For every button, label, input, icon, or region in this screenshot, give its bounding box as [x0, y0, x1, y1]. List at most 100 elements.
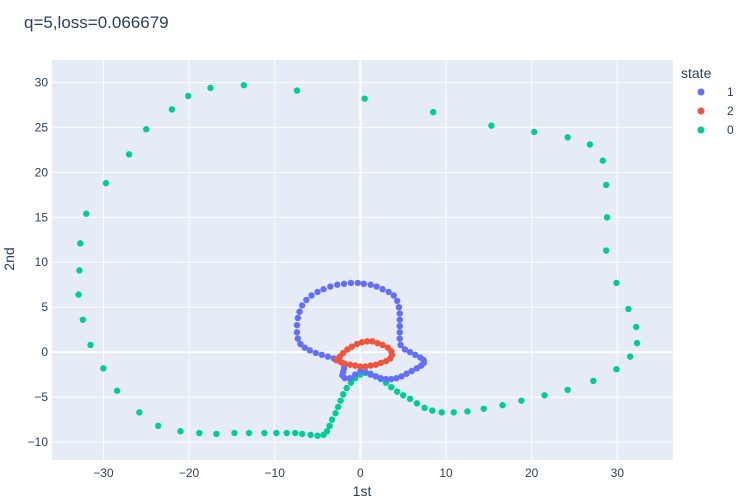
data-point[interactable]: [294, 314, 302, 322]
data-point[interactable]: [613, 366, 620, 373]
data-point[interactable]: [499, 401, 506, 409]
legend-item-0[interactable]: 0: [697, 123, 735, 137]
data-point[interactable]: [79, 316, 87, 323]
data-point[interactable]: [261, 429, 268, 437]
data-point[interactable]: [362, 363, 369, 370]
data-point[interactable]: [312, 349, 320, 357]
data-point[interactable]: [314, 288, 321, 296]
legend-item-1[interactable]: 1: [697, 85, 735, 99]
data-point[interactable]: [341, 375, 349, 382]
data-point[interactable]: [396, 310, 403, 317]
data-point[interactable]: [367, 371, 374, 378]
data-point[interactable]: [240, 81, 248, 89]
data-point[interactable]: [399, 392, 407, 399]
data-point[interactable]: [488, 122, 495, 129]
data-point[interactable]: [367, 362, 374, 369]
data-point[interactable]: [480, 405, 487, 412]
data-point[interactable]: [632, 323, 640, 331]
data-point[interactable]: [296, 308, 303, 315]
data-point[interactable]: [320, 286, 327, 293]
data-point[interactable]: [357, 367, 364, 375]
data-point[interactable]: [379, 341, 386, 349]
data-point[interactable]: [306, 347, 314, 354]
data-point[interactable]: [395, 303, 403, 311]
data-point[interactable]: [328, 416, 336, 423]
data-point[interactable]: [429, 108, 437, 116]
data-point[interactable]: [379, 286, 386, 293]
data-point[interactable]: [298, 430, 306, 438]
data-point[interactable]: [626, 353, 634, 360]
data-point[interactable]: [100, 365, 107, 372]
data-point[interactable]: [382, 375, 390, 383]
data-point[interactable]: [421, 404, 428, 412]
data-point[interactable]: [625, 305, 632, 313]
data-point[interactable]: [364, 338, 371, 345]
data-point[interactable]: [403, 370, 410, 377]
data-point[interactable]: [586, 141, 594, 148]
data-point[interactable]: [385, 288, 392, 296]
data-point[interactable]: [75, 291, 82, 298]
data-point[interactable]: [245, 429, 253, 437]
legend[interactable]: state 1 2 0: [681, 65, 734, 137]
data-point[interactable]: [314, 432, 321, 439]
data-point[interactable]: [292, 429, 299, 437]
data-point[interactable]: [531, 128, 538, 136]
data-point[interactable]: [398, 373, 405, 380]
data-point[interactable]: [633, 339, 641, 347]
data-point[interactable]: [393, 375, 400, 382]
data-point[interactable]: [340, 391, 347, 398]
data-point[interactable]: [613, 279, 620, 287]
data-point[interactable]: [393, 297, 401, 305]
data-point[interactable]: [231, 429, 238, 437]
data-point[interactable]: [143, 126, 150, 133]
data-point[interactable]: [413, 400, 421, 407]
data-point[interactable]: [283, 429, 290, 437]
data-point[interactable]: [450, 409, 457, 416]
data-point[interactable]: [396, 329, 403, 336]
data-point[interactable]: [369, 338, 376, 345]
data-point[interactable]: [343, 384, 350, 392]
data-point[interactable]: [406, 395, 414, 403]
data-point[interactable]: [293, 87, 301, 94]
data-point[interactable]: [564, 134, 571, 141]
data-point[interactable]: [337, 358, 344, 366]
data-point[interactable]: [168, 106, 176, 113]
data-point[interactable]: [207, 84, 214, 92]
data-point[interactable]: [113, 387, 121, 394]
data-points[interactable]: [75, 81, 641, 439]
data-point[interactable]: [334, 403, 342, 411]
data-point[interactable]: [367, 281, 374, 288]
data-point[interactable]: [337, 397, 344, 404]
data-point[interactable]: [387, 383, 395, 391]
data-point[interactable]: [318, 351, 326, 359]
data-point[interactable]: [382, 357, 390, 365]
data-point[interactable]: [76, 267, 83, 274]
data-point[interactable]: [326, 422, 333, 430]
data-point[interactable]: [417, 354, 424, 361]
data-point[interactable]: [373, 283, 380, 290]
data-point[interactable]: [352, 362, 359, 369]
data-point[interactable]: [354, 279, 361, 287]
data-point[interactable]: [155, 422, 162, 430]
data-point[interactable]: [340, 349, 347, 357]
series-2[interactable]: [333, 338, 396, 370]
data-point[interactable]: [294, 335, 302, 342]
data-point[interactable]: [357, 363, 364, 370]
data-point[interactable]: [297, 340, 304, 348]
data-point[interactable]: [387, 375, 395, 383]
data-point[interactable]: [177, 428, 184, 435]
data-point[interactable]: [308, 292, 315, 299]
data-point[interactable]: [377, 375, 385, 382]
data-point[interactable]: [406, 348, 414, 356]
data-point[interactable]: [136, 409, 143, 416]
data-point[interactable]: [352, 371, 359, 378]
data-point[interactable]: [293, 321, 301, 329]
data-point[interactable]: [347, 279, 355, 287]
data-point[interactable]: [361, 95, 368, 102]
data-point[interactable]: [340, 280, 348, 288]
data-point[interactable]: [599, 157, 606, 164]
data-point[interactable]: [273, 429, 280, 437]
data-point[interactable]: [125, 151, 133, 158]
data-point[interactable]: [334, 281, 341, 288]
data-point[interactable]: [301, 344, 308, 351]
